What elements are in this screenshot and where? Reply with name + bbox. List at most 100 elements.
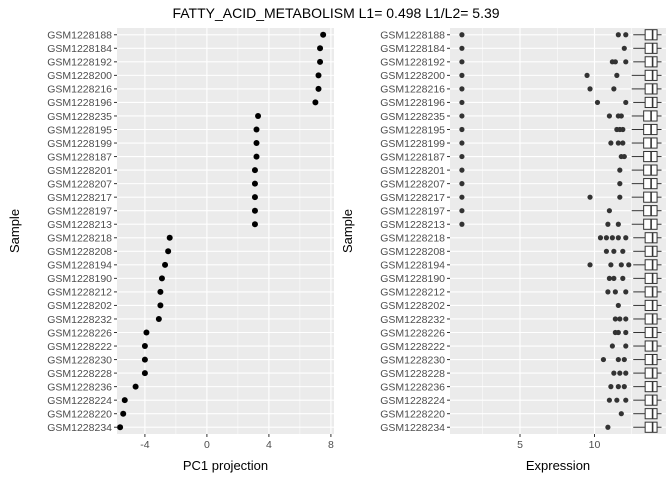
left-x-tick-labels: -4 0 4 8: [140, 434, 334, 451]
right-panel-background: [450, 28, 666, 434]
y-tick-label: GSM1228217: [380, 192, 445, 204]
y-tick-label: GSM1228202: [380, 300, 445, 312]
outlier-point: [615, 356, 621, 363]
outlier-point: [459, 208, 465, 214]
outlier-point: [615, 221, 621, 227]
y-tick-label: GSM1228226: [380, 327, 445, 339]
outlier-point: [605, 289, 611, 295]
outlier-point: [587, 194, 593, 200]
right-y-axis-title: Sample: [340, 209, 355, 253]
y-tick-label: GSM1228230: [380, 354, 445, 366]
outlier-point: [459, 59, 465, 65]
y-tick-label: GSM1228222: [47, 341, 112, 353]
y-tick-label: GSM1228217: [47, 192, 112, 204]
y-tick-label: GSM1228188: [380, 30, 445, 42]
box: [644, 83, 658, 95]
y-tick-label: GSM1228216: [380, 84, 445, 96]
pc1-point: [315, 72, 322, 79]
outlier-point: [611, 86, 617, 92]
y-tick-label: GSM1228197: [380, 206, 445, 218]
pc1-point: [253, 140, 260, 147]
outlier-point: [459, 221, 465, 227]
y-tick-label: GSM1228212: [47, 287, 112, 299]
y-tick-label: GSM1228220: [47, 409, 112, 421]
pc1-point: [143, 329, 150, 336]
y-tick-label: GSM1228232: [380, 314, 445, 326]
y-tick-label: GSM1228218: [47, 233, 112, 245]
outlier-point: [617, 167, 623, 173]
y-tick-label: GSM1228201: [47, 165, 112, 177]
y-tick-label: GSM1228213: [380, 219, 445, 231]
left-y-axis-title: Sample: [7, 209, 22, 253]
outlier-point: [623, 329, 629, 336]
pc1-point: [251, 221, 258, 228]
left-panel-background: [117, 28, 334, 434]
left-x-axis-title: PC1 projection: [183, 458, 268, 473]
x-tick-label: -4: [140, 439, 149, 451]
outlier-point: [587, 86, 593, 92]
y-tick-label: GSM1228192: [380, 57, 445, 69]
outlier-point: [605, 424, 611, 430]
box: [644, 394, 658, 406]
outlier-point: [587, 262, 593, 268]
y-tick-label: GSM1228195: [380, 124, 445, 136]
pc1-point: [121, 397, 128, 404]
y-tick-label: GSM1228207: [380, 178, 445, 190]
pc1-point: [162, 261, 169, 268]
outlier-point: [612, 59, 618, 65]
outlier-point: [606, 208, 612, 214]
right-x-tick-labels: 5 10: [517, 434, 600, 451]
y-tick-label: GSM1228194: [380, 260, 445, 272]
box: [644, 286, 658, 298]
box: [644, 299, 658, 312]
outlier-point: [623, 59, 629, 65]
outlier-point: [620, 140, 626, 146]
y-tick-label: GSM1228235: [47, 111, 112, 123]
outlier-point: [611, 248, 617, 254]
outlier-point: [615, 32, 621, 38]
outlier-point: [623, 370, 629, 376]
outlier-point: [618, 411, 624, 417]
x-tick-label: 5: [517, 439, 523, 451]
y-tick-label: GSM1228195: [47, 124, 112, 136]
outlier-point: [614, 72, 620, 78]
outlier-point: [612, 316, 618, 322]
x-tick-label: 10: [589, 439, 601, 451]
box: [644, 381, 658, 393]
pc1-point: [320, 31, 327, 38]
y-tick-label: GSM1228235: [380, 111, 445, 123]
outlier-point: [614, 397, 620, 403]
outlier-point: [606, 397, 612, 403]
outlier-point: [608, 384, 614, 390]
y-tick-label: GSM1228192: [47, 57, 112, 69]
pc1-point: [251, 194, 258, 201]
outlier-point: [618, 262, 624, 268]
y-tick-label: GSM1228184: [47, 43, 112, 55]
outlier-point: [608, 262, 614, 268]
outlier-point: [618, 113, 624, 119]
pc1-point: [166, 234, 173, 241]
y-tick-label: GSM1228196: [380, 97, 445, 109]
pc1-point: [141, 356, 148, 363]
pc1-point: [157, 288, 164, 295]
outlier-point: [611, 370, 617, 376]
y-tick-label: GSM1228236: [47, 381, 112, 393]
outlier-point: [600, 356, 607, 363]
left-panel-grid: [117, 28, 334, 434]
box: [644, 96, 658, 109]
y-tick-label: GSM1228201: [380, 165, 445, 177]
box: [644, 42, 658, 54]
outlier-point: [623, 32, 629, 38]
y-tick-label: GSM1228200: [380, 70, 445, 82]
box: [644, 340, 658, 352]
outlier-point: [615, 384, 621, 390]
box: [644, 353, 658, 366]
outlier-point: [617, 316, 623, 322]
pc1-point: [141, 370, 148, 377]
outlier-point: [615, 302, 621, 309]
y-tick-label: GSM1228228: [380, 368, 445, 380]
y-tick-label: GSM1228202: [47, 300, 112, 312]
